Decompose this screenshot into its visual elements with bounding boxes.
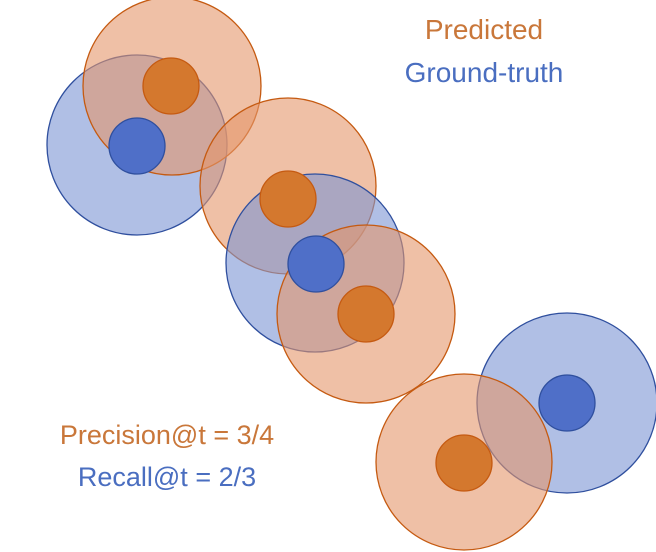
center-points <box>108 57 596 492</box>
predicted-point-1 <box>142 57 200 115</box>
predicted-point-2 <box>259 170 317 228</box>
precision-metric: Precision@t = 3/4 <box>60 420 274 450</box>
recall-metric: Recall@t = 2/3 <box>78 462 256 492</box>
predicted-point-3 <box>337 285 395 343</box>
ground-truth-point-3 <box>538 374 596 432</box>
legend-ground-truth-label: Ground-truth <box>405 57 564 88</box>
ground-truth-point-2 <box>287 235 345 293</box>
ground-truth-point-1 <box>108 117 166 175</box>
predicted-point-4 <box>435 434 493 492</box>
legend-predicted-label: Predicted <box>425 14 543 45</box>
